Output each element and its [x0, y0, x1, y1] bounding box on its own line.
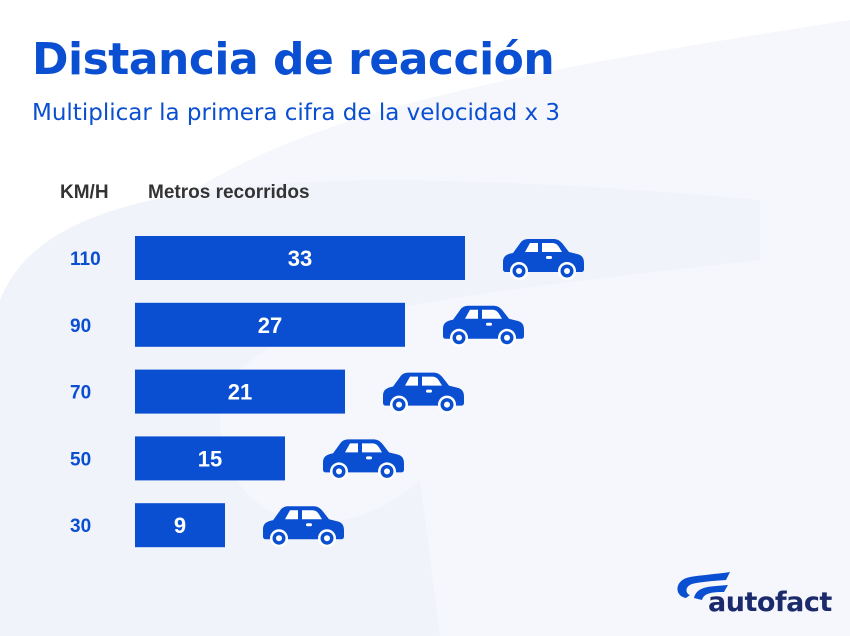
car-icon: [443, 305, 524, 347]
car-icon: [503, 239, 584, 280]
category-label: 110: [70, 249, 101, 270]
category-label: 30: [70, 516, 91, 537]
chart-title: Distancia de reacción: [32, 34, 555, 85]
data-label: 33: [288, 246, 312, 271]
car-icon: [323, 439, 404, 481]
bar: [135, 369, 345, 414]
bar: [135, 436, 285, 481]
data-label: 21: [228, 380, 252, 405]
y-axis-label: KM/H: [60, 182, 109, 203]
data-label: 15: [198, 446, 222, 471]
autofact-logo: autofact: [672, 568, 833, 622]
category-label: 70: [70, 383, 91, 404]
data-label: 9: [174, 513, 186, 538]
data-label: 27: [258, 313, 282, 338]
svg-text:autofact: autofact: [708, 587, 832, 618]
car-icon: [383, 372, 464, 414]
chart-subtitle: Multiplicar la primera cifra de la veloc…: [32, 100, 561, 126]
car-icon: [263, 506, 344, 548]
x-axis-label: Metros recorridos: [148, 182, 310, 203]
category-label: 90: [70, 316, 91, 337]
bar: [135, 302, 405, 347]
category-label: 50: [70, 449, 91, 470]
bar: [135, 236, 465, 280]
bar: [135, 503, 225, 548]
